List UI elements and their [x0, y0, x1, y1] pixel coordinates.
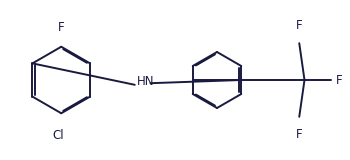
Text: Cl: Cl: [52, 129, 64, 142]
Text: F: F: [296, 128, 302, 141]
Text: F: F: [336, 73, 343, 87]
Text: F: F: [58, 21, 64, 34]
Text: HN: HN: [136, 75, 154, 88]
Text: F: F: [296, 19, 302, 32]
